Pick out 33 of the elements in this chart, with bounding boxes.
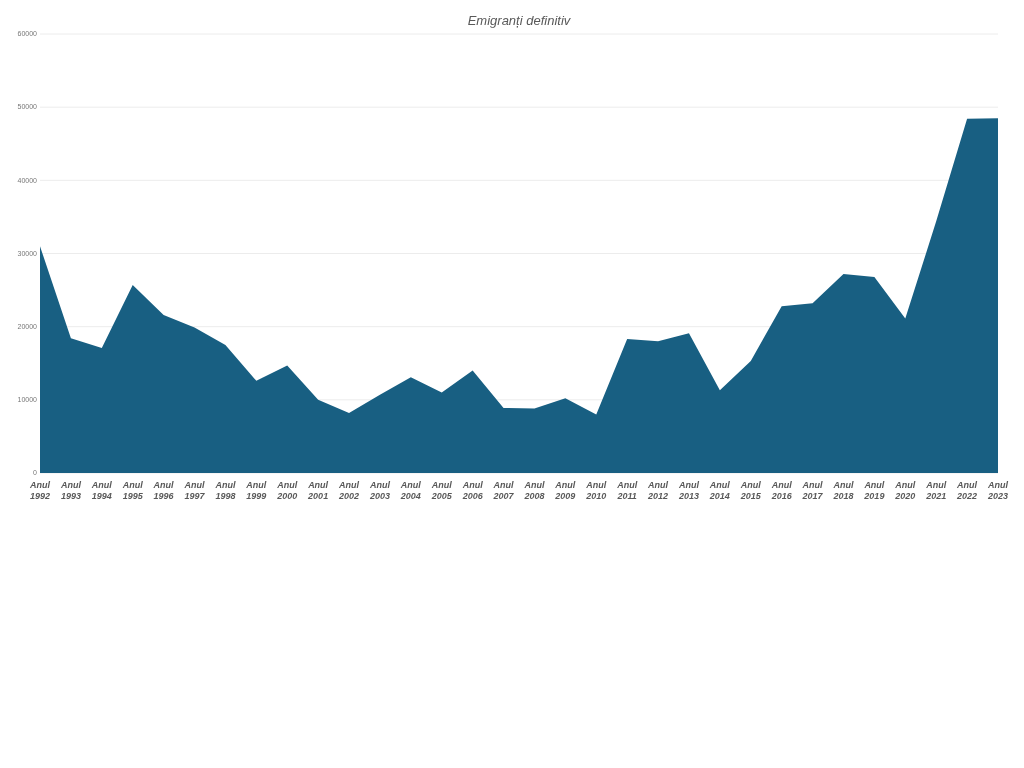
x-tick-label: Anul 2019 bbox=[863, 480, 885, 501]
x-tick-label: Anul 1998 bbox=[214, 480, 236, 501]
x-tick-label: Anul 2006 bbox=[461, 480, 484, 501]
x-tick-label: Anul 2011 bbox=[616, 480, 638, 501]
x-tick-label: Anul 1999 bbox=[245, 480, 267, 501]
x-tick-label: Anul 2002 bbox=[338, 480, 360, 501]
x-tick-label: Anul 2017 bbox=[801, 480, 824, 501]
x-tick-label: Anul 2008 bbox=[523, 480, 545, 501]
x-tick-label: Anul 2005 bbox=[430, 480, 453, 501]
x-tick-label: Anul 2001 bbox=[307, 480, 329, 501]
x-tick-label: Anul 1995 bbox=[121, 480, 144, 501]
x-tick-label: Anul 2018 bbox=[832, 480, 854, 501]
x-tick-label: Anul 2004 bbox=[399, 480, 422, 501]
x-tick-label: Anul 2013 bbox=[677, 480, 700, 501]
x-tick-label: Anul 1992 bbox=[29, 480, 51, 501]
x-tick-label: Anul 2014 bbox=[708, 480, 731, 501]
x-tick-label: Anul 2023 bbox=[986, 480, 1009, 501]
x-tick-label: Anul 2012 bbox=[647, 480, 669, 501]
x-tick-label: Anul 1994 bbox=[90, 480, 113, 501]
x-tick-label: Anul 1993 bbox=[59, 480, 82, 501]
x-tick-label: Anul 2007 bbox=[492, 480, 515, 501]
chart-title: Emigranți definitiv bbox=[467, 13, 572, 28]
x-tick-label: Anul 2022 bbox=[956, 480, 978, 501]
x-tick-label: Anul 2015 bbox=[739, 480, 762, 501]
x-tick-label: Anul 2010 bbox=[585, 480, 607, 501]
x-tick-label: Anul 1996 bbox=[152, 480, 175, 501]
x-tick-label: Anul 2021 bbox=[925, 480, 947, 501]
x-tick-label: Anul 2016 bbox=[770, 480, 793, 501]
x-tick-label: Anul 2000 bbox=[276, 480, 298, 501]
x-tick-label: Anul 2009 bbox=[554, 480, 576, 501]
x-tick-label: Anul 2020 bbox=[894, 480, 916, 501]
x-tick-label: Anul 1997 bbox=[183, 480, 206, 501]
x-tick-label: Anul 2003 bbox=[368, 480, 391, 501]
